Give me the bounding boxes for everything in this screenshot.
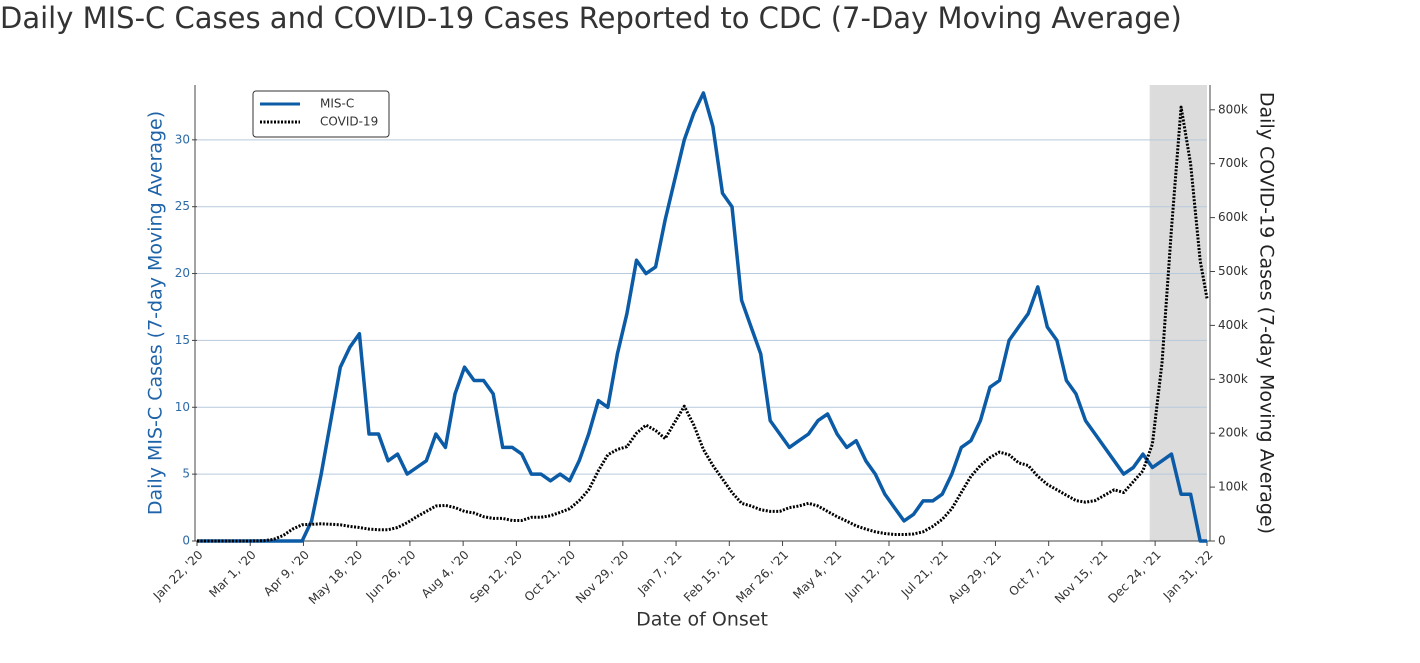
y2-tick-label: 300k: [1218, 372, 1248, 386]
x-tick-label: Nov 29, '20: [573, 548, 631, 606]
y-tick-label: 25: [175, 199, 190, 213]
x-tick-label: May 18, '20: [306, 548, 365, 607]
x-tick-label: Aug 4, '20: [419, 548, 472, 601]
y-tick-label: 0: [182, 534, 190, 548]
y2-tick-label: 500k: [1218, 264, 1248, 278]
y2-tick-label: 400k: [1218, 318, 1248, 332]
x-tick-label: Jan 22, '20: [150, 548, 206, 604]
y2-tick-label: 600k: [1218, 210, 1248, 224]
x-tick-label: Jun 26, '20: [363, 548, 419, 604]
x-tick-label: Feb 15, '21: [681, 548, 738, 605]
y2-tick-label: 100k: [1218, 480, 1248, 494]
x-axis-title: Date of Onset: [636, 609, 768, 631]
x-tick-label: Mar 26, '21: [733, 548, 791, 606]
x-tick-label: Aug 29, '21: [946, 548, 1004, 606]
legend: MIS-C COVID-19: [252, 90, 390, 138]
y2-tick-label: 800k: [1218, 102, 1248, 116]
x-tick-label: May 4, '21: [790, 548, 844, 602]
x-tick-label: Oct 7, '21: [1006, 548, 1057, 599]
x-tick-label: Sep 12, '20: [467, 548, 525, 606]
x-tick-label: Jul 21, '21: [898, 548, 951, 601]
y2-tick-label: 0: [1218, 534, 1226, 548]
legend-label: COVID-19: [320, 115, 378, 129]
y-tick-label: 15: [175, 333, 190, 347]
x-tick-label: Jun 12, '21: [842, 548, 898, 604]
x-tick-label: Jan 31, '22: [1160, 548, 1216, 604]
legend-label: MIS-C: [320, 97, 354, 111]
y-tick-label: 30: [175, 132, 190, 146]
y-axis-title: Daily MIS-C Cases (7-day Moving Average): [145, 111, 167, 515]
series-line: [197, 105, 1209, 543]
y-tick-label: 10: [175, 400, 190, 414]
chart-title: Daily MIS-C Cases and COVID-19 Cases Rep…: [0, 1, 1182, 35]
y2-tick-label: 200k: [1218, 426, 1248, 440]
x-tick-label: Jan 7, '21: [634, 548, 684, 598]
series-line: [197, 91, 1207, 543]
y2-axis-title: Daily COVID-19 Cases (7-day Moving Avera…: [1256, 92, 1278, 534]
x-tick-label: Nov 15, '21: [1052, 548, 1110, 606]
y2-tick-label: 700k: [1218, 156, 1248, 170]
x-tick-label: Apr 9, '20: [261, 548, 312, 599]
highlight-band: [1149, 85, 1207, 541]
x-tick-label: Dec 24, '21: [1105, 548, 1163, 606]
x-tick-label: Oct 21, '20: [522, 548, 579, 605]
y-tick-label: 5: [182, 467, 190, 481]
y-tick-label: 20: [175, 266, 190, 280]
x-tick-label: Mar 1, '20: [206, 548, 259, 601]
